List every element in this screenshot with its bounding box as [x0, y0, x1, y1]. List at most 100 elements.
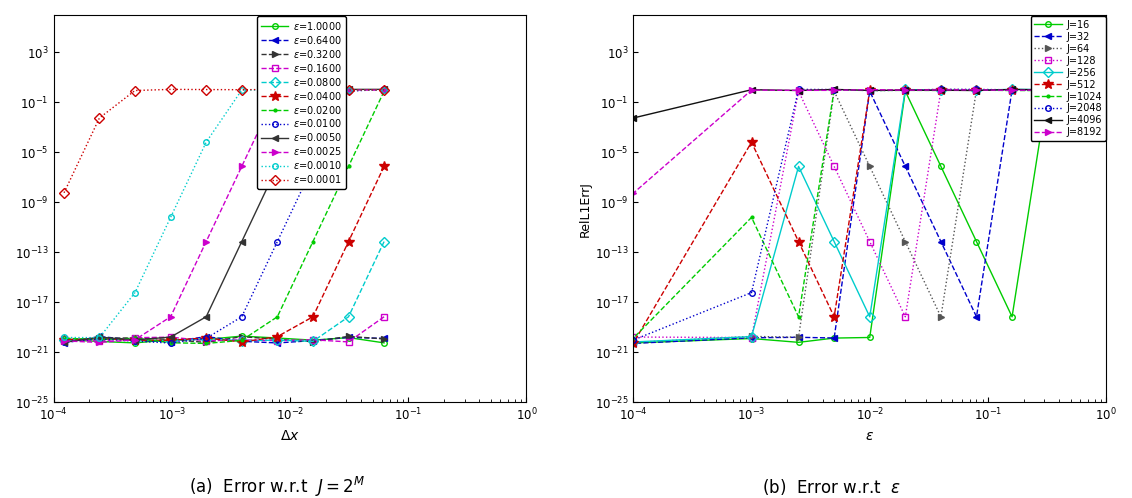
Line: J=8192: J=8192	[629, 86, 1109, 197]
J=1024	[745, 215, 758, 221]
J=128	[863, 239, 876, 245]
J=128	[626, 334, 640, 340]
J=256	[1040, 87, 1054, 93]
J=32	[1077, 87, 1090, 93]
J=4096	[934, 87, 947, 93]
$\varepsilon$=0.6400	[235, 338, 249, 344]
J=16	[1005, 314, 1019, 320]
$\varepsilon$=0.6400	[306, 338, 319, 344]
$\varepsilon$=0.0001	[57, 190, 70, 196]
$\varepsilon$=0.6400	[377, 335, 391, 341]
J=16	[934, 163, 947, 169]
J=1024	[1005, 88, 1019, 94]
J=2048	[1005, 87, 1019, 93]
J=256	[626, 339, 640, 345]
J=128	[827, 163, 841, 169]
J=2048	[934, 86, 947, 92]
J=32	[745, 335, 758, 341]
$\varepsilon$=0.0200	[93, 337, 106, 343]
$\varepsilon$=0.3200	[93, 336, 106, 342]
$\varepsilon$=0.0400	[128, 337, 142, 343]
J=1024	[970, 87, 984, 93]
J=512	[1005, 87, 1019, 93]
J=4096	[899, 87, 912, 93]
$\varepsilon$=1.0000	[128, 340, 142, 346]
J=1024	[899, 87, 912, 93]
$\varepsilon$=1.0000	[199, 337, 213, 343]
$\varepsilon$=0.0001	[271, 87, 284, 93]
J=256	[863, 314, 876, 320]
J=2048	[970, 86, 984, 92]
$\varepsilon$=0.0025	[235, 163, 249, 169]
$\varepsilon$=0.0010	[199, 139, 213, 145]
$\varepsilon$=0.0800	[342, 314, 355, 320]
$\varepsilon$=0.0400	[377, 163, 391, 169]
$\varepsilon$=0.0400	[57, 337, 70, 343]
$\varepsilon$=0.0010	[57, 335, 70, 341]
$\varepsilon$=1.0000	[57, 337, 70, 343]
$\varepsilon$=0.0400	[164, 337, 178, 343]
J=512	[934, 87, 947, 93]
J=2048	[626, 337, 640, 343]
$\varepsilon$=0.0800	[164, 338, 178, 344]
X-axis label: $\Delta x$: $\Delta x$	[280, 429, 300, 443]
$\varepsilon$=0.0100	[199, 335, 213, 341]
Line: J=16: J=16	[631, 87, 1109, 346]
J=64	[626, 340, 640, 346]
$\varepsilon$=0.0025	[164, 314, 178, 320]
J=512	[970, 87, 984, 93]
J=256	[970, 87, 984, 93]
J=256	[934, 87, 947, 93]
$\varepsilon$=0.0001	[199, 87, 213, 93]
J=16	[745, 336, 758, 342]
$\varepsilon$=0.3200	[342, 333, 355, 339]
$\varepsilon$=0.0010	[342, 87, 355, 93]
$\varepsilon$=0.0001	[342, 87, 355, 93]
J=4096	[970, 88, 984, 94]
Y-axis label: RelL1ErrJ: RelL1ErrJ	[578, 181, 592, 237]
J=2048	[1099, 87, 1113, 93]
J=64	[1077, 87, 1090, 93]
J=1024	[827, 87, 841, 93]
$\varepsilon$=0.1600	[377, 314, 391, 320]
$\varepsilon$=0.0010	[377, 87, 391, 93]
Line: J=4096: J=4096	[629, 86, 1109, 122]
$\varepsilon$=0.1600	[93, 338, 106, 344]
Line: J=32: J=32	[629, 86, 1109, 347]
J=4096	[745, 87, 758, 93]
J=8192	[1005, 87, 1019, 93]
$\varepsilon$=0.0025	[128, 337, 142, 343]
$\varepsilon$=0.0001	[377, 87, 391, 93]
Text: (a)  Error w.r.t  $J = 2^{M}$: (a) Error w.r.t $J = 2^{M}$	[189, 475, 366, 498]
$\varepsilon$=0.3200	[271, 336, 284, 342]
$\varepsilon$=0.0025	[342, 87, 355, 93]
$\varepsilon$=0.0400	[271, 334, 284, 340]
J=512	[827, 314, 841, 320]
Line: $\varepsilon$=0.6400: $\varepsilon$=0.6400	[60, 333, 387, 347]
J=8192	[863, 87, 876, 93]
$\varepsilon$=0.0001	[235, 87, 249, 93]
$\varepsilon$=0.3200	[199, 340, 213, 346]
J=8192	[745, 87, 758, 93]
Line: $\varepsilon$=0.0001: $\varepsilon$=0.0001	[60, 86, 387, 197]
$\varepsilon$=0.0050	[306, 88, 319, 94]
Line: J=2048: J=2048	[631, 87, 1109, 343]
Line: J=128: J=128	[629, 86, 1109, 341]
J=2048	[899, 87, 912, 93]
J=128	[934, 87, 947, 93]
$\varepsilon$=0.0800	[199, 336, 213, 342]
$\varepsilon$=0.0025	[377, 87, 391, 93]
$\varepsilon$=0.0200	[128, 335, 142, 341]
J=4096	[1077, 87, 1090, 93]
J=32	[899, 163, 912, 169]
J=2048	[1077, 88, 1090, 94]
$\varepsilon$=0.6400	[199, 334, 213, 340]
$\varepsilon$=0.6400	[93, 334, 106, 340]
$\varepsilon$=0.0100	[342, 88, 355, 94]
Line: J=1024: J=1024	[631, 87, 1109, 341]
J=2048	[1040, 87, 1054, 93]
$\varepsilon$=0.0050	[271, 163, 284, 169]
$\varepsilon$=0.1600	[199, 338, 213, 344]
J=64	[745, 333, 758, 339]
Line: $\varepsilon$=0.0050: $\varepsilon$=0.0050	[60, 86, 387, 346]
